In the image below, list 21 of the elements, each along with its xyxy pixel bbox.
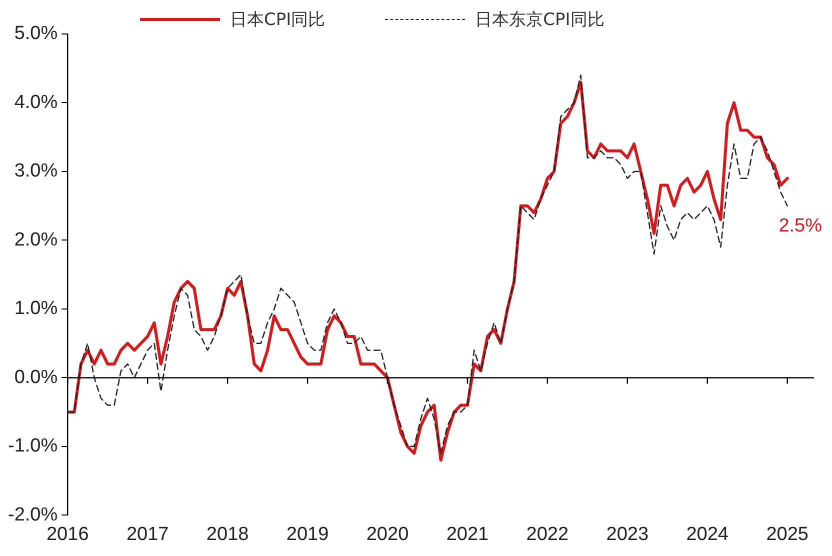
legend-label: 日本CPI同比: [230, 9, 326, 31]
x-tick-label: 2019: [286, 524, 329, 545]
x-tick-label: 2016: [46, 524, 89, 545]
annotation: 2.5%: [778, 216, 822, 237]
y-tick-label: 4.0%: [14, 92, 58, 113]
y-tick-label: 3.0%: [14, 160, 58, 182]
y-tick-label: 5.0%: [14, 23, 58, 44]
x-tick-label: 2022: [526, 524, 569, 545]
y-tick-label: 2.0%: [14, 229, 58, 250]
x-tick-label: 2020: [366, 524, 409, 545]
x-tick-label: 2017: [126, 524, 169, 545]
x-tick-label: 2021: [446, 524, 489, 545]
x-tick-label: 2023: [606, 524, 649, 545]
x-tick-label: 2024: [686, 524, 729, 545]
y-tick-label: -1.0%: [8, 436, 58, 457]
x-tick-label: 2018: [206, 524, 249, 545]
legend-label: 日本东京CPI同比: [475, 9, 604, 31]
y-tick-label: 0.0%: [14, 366, 58, 388]
y-tick-label: 1.0%: [14, 298, 58, 320]
x-tick-label: 2025: [766, 524, 808, 545]
y-tick-label: -2.0%: [8, 504, 58, 526]
